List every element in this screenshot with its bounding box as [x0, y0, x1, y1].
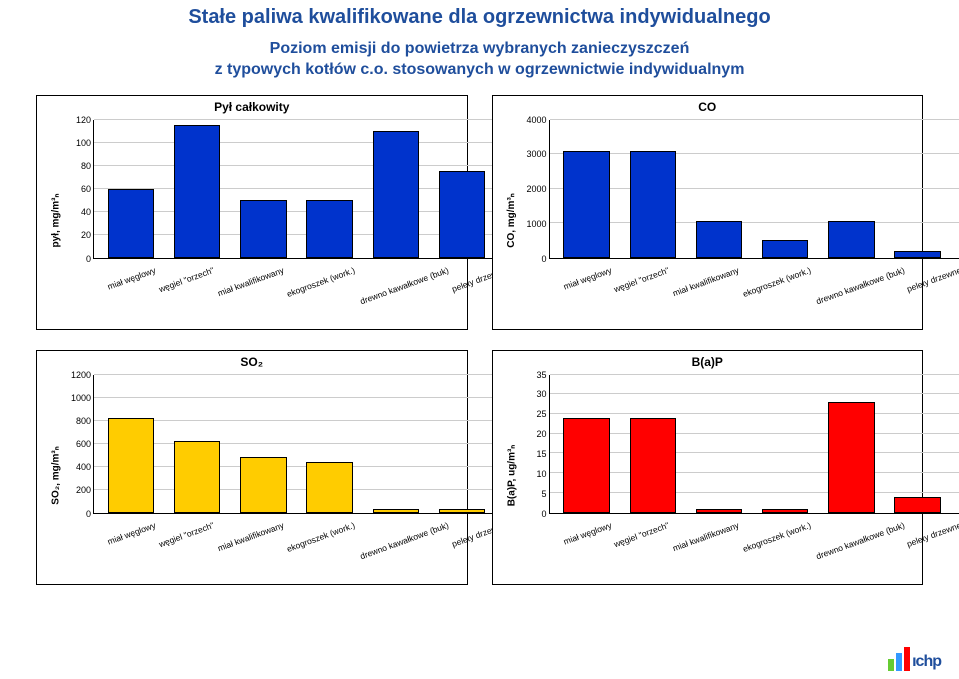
x-tick-label: drewno kawałkowe (buk) [359, 265, 468, 355]
y-tick: 0 [86, 254, 91, 264]
chart-box: SO₂SO₂, mg/m³ₙ020040060080010001200miał … [36, 350, 468, 585]
y-tick: 0 [541, 509, 546, 519]
x-tick-label: ekogroszek (work.) [741, 520, 830, 603]
logo: ıchp [888, 647, 941, 671]
chart-title: B(a)P [493, 355, 923, 369]
page-title: Stałe paliwa kwalifikowane dla ogrzewnic… [0, 0, 959, 29]
bar [240, 200, 286, 258]
bar [108, 189, 154, 258]
bar [373, 131, 419, 258]
bar [630, 418, 676, 513]
charts-grid: Pył całkowitypył, mg/m³ₙ020406080100120m… [0, 81, 959, 585]
subtitle-line-2: z typowych kotłów c.o. stosowanych w ogr… [0, 60, 959, 81]
y-axis-label: pył, mg/m³ₙ [51, 193, 62, 247]
y-tick: 15 [536, 449, 546, 459]
x-tick-label: drewno kawałkowe (buk) [814, 265, 923, 355]
bar [306, 462, 352, 513]
x-tick-label: miał kwalifikowany [671, 520, 758, 602]
bar [828, 221, 874, 257]
y-tick: 1000 [71, 393, 91, 403]
logo-bar [888, 659, 894, 671]
bar [696, 221, 742, 257]
y-tick: 120 [76, 115, 91, 125]
plot-area [549, 375, 959, 514]
y-axis-label: CO, mg/m³ₙ [506, 193, 517, 248]
chart-box: B(a)PB(a)P, ug/m³ₙ05101520253035miał węg… [492, 350, 924, 585]
subtitle: Poziom emisji do powietrza wybranych zan… [0, 39, 959, 81]
y-axis-label: SO₂, mg/m³ₙ [51, 446, 62, 504]
y-tick: 60 [81, 184, 91, 194]
y-tick: 400 [76, 462, 91, 472]
y-tick: 100 [76, 138, 91, 148]
bar [174, 441, 220, 512]
y-tick: 0 [541, 254, 546, 264]
y-tick: 5 [541, 489, 546, 499]
bar [373, 509, 419, 512]
plot-area [549, 120, 959, 259]
bar [630, 151, 676, 258]
x-tick-label: drewno kawałkowe (buk) [359, 520, 468, 610]
chart-title: Pył całkowity [37, 100, 467, 114]
chart-box: Pył całkowitypył, mg/m³ₙ020406080100120m… [36, 95, 468, 330]
x-tick-label: pelety drzewne [906, 265, 959, 343]
y-tick: 30 [536, 389, 546, 399]
y-axis-label: B(a)P, ug/m³ₙ [506, 444, 517, 506]
bar [439, 171, 485, 257]
bar [174, 125, 220, 257]
x-tick-label: pelety drzewne [906, 520, 959, 598]
y-tick: 80 [81, 161, 91, 171]
bar [439, 509, 485, 512]
y-tick: 0 [86, 509, 91, 519]
y-tick: 40 [81, 207, 91, 217]
y-tick: 1200 [71, 370, 91, 380]
bar [828, 402, 874, 512]
logo-text: ıchp [912, 653, 941, 671]
bar [762, 509, 808, 513]
y-tick: 3000 [526, 149, 546, 159]
y-tick: 20 [81, 230, 91, 240]
logo-bar [896, 653, 902, 671]
bar [563, 151, 609, 258]
y-tick: 4000 [526, 115, 546, 125]
bar [894, 251, 940, 258]
x-tick-label: miał kwalifikowany [216, 520, 303, 602]
y-tick: 200 [76, 485, 91, 495]
y-tick: 25 [536, 409, 546, 419]
y-tick: 10 [536, 469, 546, 479]
bar [306, 200, 352, 258]
chart-box: COCO, mg/m³ₙ01000200030004000miał węglow… [492, 95, 924, 330]
bar [696, 509, 742, 513]
bar [762, 240, 808, 257]
chart-title: CO [493, 100, 923, 114]
y-tick: 600 [76, 439, 91, 449]
logo-bar [904, 647, 910, 671]
bar [240, 457, 286, 512]
subtitle-line-1: Poziom emisji do powietrza wybranych zan… [0, 39, 959, 60]
y-tick: 2000 [526, 184, 546, 194]
x-tick-label: drewno kawałkowe (buk) [814, 520, 923, 610]
bar [563, 418, 609, 513]
bar [108, 418, 154, 512]
x-tick-label: miał kwalifikowany [216, 265, 303, 347]
y-tick: 20 [536, 429, 546, 439]
x-tick-label: miał kwalifikowany [671, 265, 758, 347]
y-tick: 800 [76, 416, 91, 426]
bar [894, 497, 940, 513]
logo-bars [888, 647, 910, 671]
chart-title: SO₂ [37, 355, 467, 369]
y-tick: 35 [536, 370, 546, 380]
x-tick-label: ekogroszek (work.) [741, 265, 830, 348]
y-tick: 1000 [526, 219, 546, 229]
